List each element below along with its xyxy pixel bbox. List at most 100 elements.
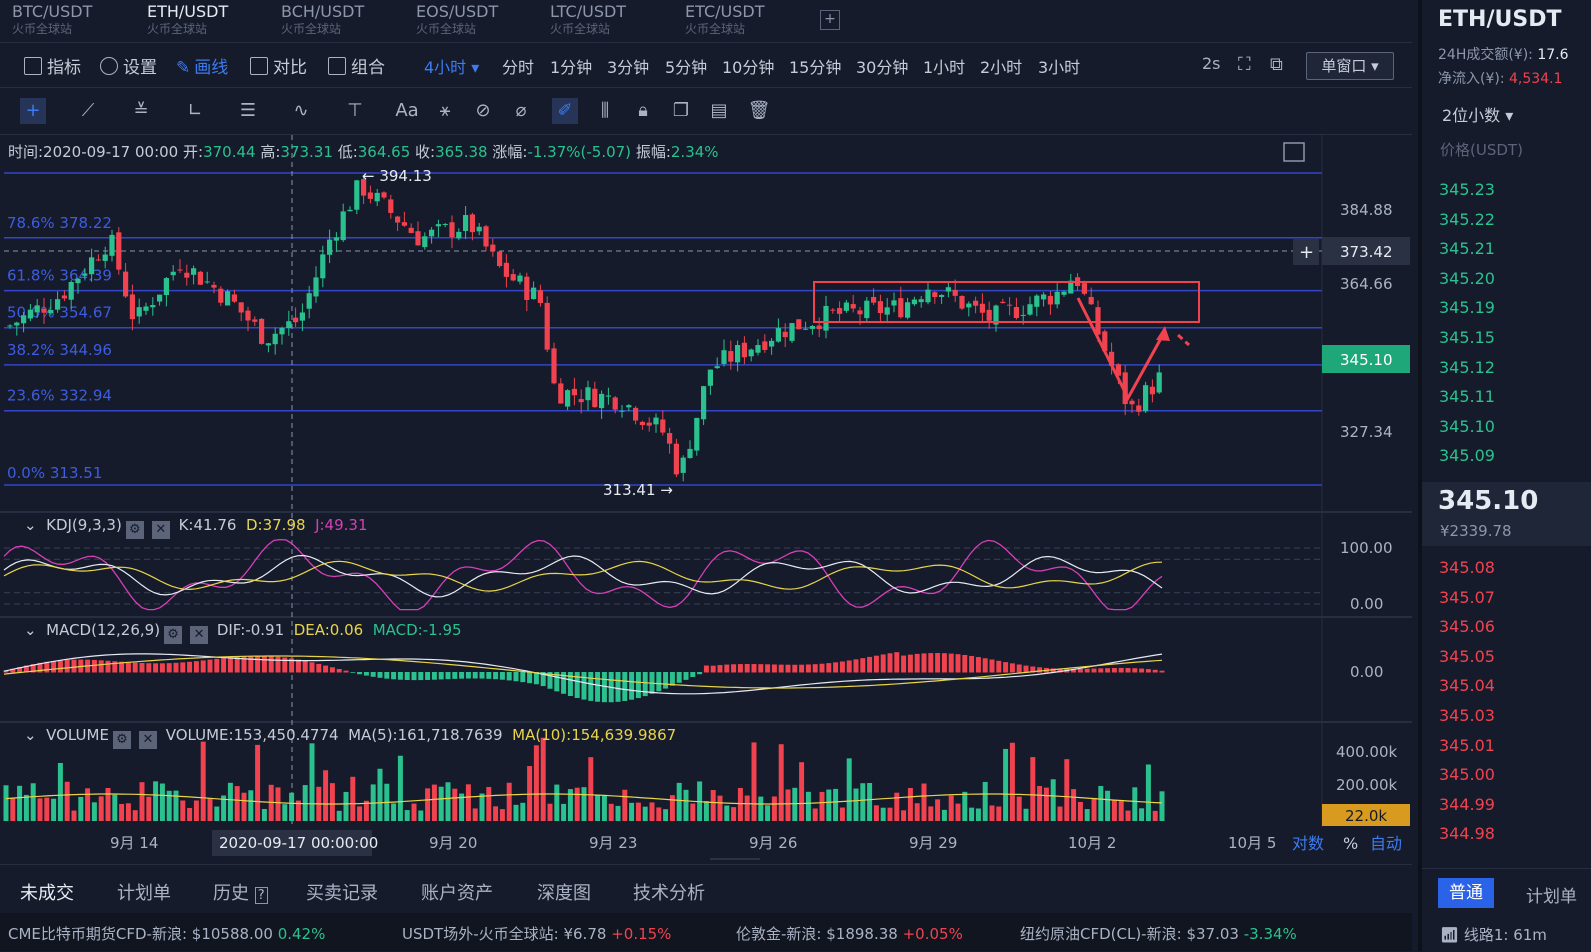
gear-icon[interactable]: ⚙ xyxy=(125,521,144,539)
window-mode-dropdown[interactable]: 单窗口 ▾ xyxy=(1306,52,1394,80)
interval-option[interactable]: 30分钟 xyxy=(856,58,909,77)
close-icon[interactable]: ✕ xyxy=(138,731,157,749)
macd-bar xyxy=(452,672,458,679)
interval-option[interactable]: 10分钟 xyxy=(722,58,775,77)
symbol-tab-ltc[interactable]: LTC/USDT 火币全球站 xyxy=(550,3,682,41)
volume-bar xyxy=(1016,796,1022,821)
lock-icon[interactable]: 🔒︎ xyxy=(638,100,648,121)
interval-option[interactable]: 分时 xyxy=(502,58,535,77)
bid-price[interactable]: 345.04 xyxy=(1439,676,1495,696)
symbol-tab-eth[interactable]: ETH/USDT 火币全球站 xyxy=(147,3,279,41)
ask-price[interactable]: 345.23 xyxy=(1439,180,1495,199)
trendline-tool-icon[interactable]: ⟋ xyxy=(81,100,95,121)
macd-bar xyxy=(1145,669,1151,673)
volume-bar xyxy=(241,792,247,821)
add-tab-button[interactable]: + xyxy=(820,10,840,30)
ask-price[interactable]: 345.11 xyxy=(1439,387,1495,407)
ask-price[interactable]: 345.20 xyxy=(1439,268,1495,288)
gear-icon[interactable]: ⚙ xyxy=(164,626,183,644)
settings-list-icon[interactable]: ▤ xyxy=(710,100,728,121)
ask-price[interactable]: 345.21 xyxy=(1439,239,1495,259)
tab-account-assets[interactable]: 账户资产 xyxy=(421,883,493,904)
symbol-tab-btc[interactable]: BTC/USDT 火币全球站 xyxy=(12,3,144,41)
bid-price[interactable]: 345.03 xyxy=(1439,706,1495,725)
log-scale-toggle[interactable]: 对数 xyxy=(1292,834,1324,853)
ask-price[interactable]: 345.19 xyxy=(1439,298,1495,318)
ask-price[interactable]: 345.12 xyxy=(1439,357,1495,377)
ask-price[interactable]: 345.15 xyxy=(1439,328,1495,347)
tab-plan-orders[interactable]: 计划单 xyxy=(117,883,171,904)
symbol-tab-etc[interactable]: ETC/USDT 火币全球站 xyxy=(685,3,817,41)
bid-price[interactable]: 345.07 xyxy=(1439,587,1495,607)
bid-price[interactable]: 345.08 xyxy=(1439,558,1495,577)
close-icon[interactable]: ✕ xyxy=(151,521,170,539)
draw-mode-icon[interactable]: ✐ xyxy=(552,98,578,124)
combine-button[interactable]: 组合 xyxy=(328,53,385,78)
tab-technical-analysis[interactable]: 技术分析 xyxy=(633,883,705,904)
tab-trade-records[interactable]: 买卖记录 xyxy=(306,883,378,904)
channel-tool-icon[interactable]: ≚ xyxy=(133,100,149,121)
magnet-tool-icon[interactable]: ⊘ xyxy=(475,100,491,121)
copy-icon[interactable]: ❐ xyxy=(672,100,690,121)
symbol-tab-bch[interactable]: BCH/USDT 火币全球站 xyxy=(281,3,413,41)
ask-price[interactable]: 345.09 xyxy=(1439,446,1495,466)
crosshair-tool-icon[interactable]: + xyxy=(20,98,46,124)
normal-order-button[interactable]: 普通 xyxy=(1438,878,1494,908)
text-tool-icon[interactable]: Aa xyxy=(395,100,419,121)
ask-price[interactable]: 345.22 xyxy=(1439,209,1495,229)
interval-dropdown[interactable]: 4小时 ▾ xyxy=(424,54,479,78)
tab-depth-chart[interactable]: 深度图 xyxy=(537,883,591,904)
symbol-tab-eos[interactable]: EOS/USDT 火币全球站 xyxy=(416,3,548,41)
interval-option[interactable]: 2小时 xyxy=(980,58,1023,77)
interval-option[interactable]: 15分钟 xyxy=(789,58,842,77)
popout-icon[interactable]: ⧉ xyxy=(1270,54,1283,75)
interval-option[interactable]: 1小时 xyxy=(923,58,966,77)
wave-tool-icon[interactable]: ∿ xyxy=(293,100,309,121)
refresh-rate[interactable]: 2s xyxy=(1202,54,1221,73)
bid-price[interactable]: 345.01 xyxy=(1439,735,1495,755)
fullscreen-icon[interactable]: ⛶ xyxy=(1238,54,1251,75)
bid-price[interactable]: 345.06 xyxy=(1439,617,1495,637)
bid-price[interactable]: 344.98 xyxy=(1439,824,1495,844)
interval-option[interactable]: 1分钟 xyxy=(550,58,593,77)
percent-scale-toggle[interactable]: % xyxy=(1343,834,1358,853)
auto-scale-toggle[interactable]: 自动 xyxy=(1370,834,1402,853)
close-icon[interactable]: ✕ xyxy=(190,626,209,644)
ask-price[interactable]: 345.10 xyxy=(1439,416,1495,436)
measure-tool-icon[interactable]: ⊤ xyxy=(347,100,363,121)
volume-bar xyxy=(282,804,288,821)
bid-price[interactable]: 345.05 xyxy=(1439,646,1495,666)
interval-option[interactable]: 3分钟 xyxy=(607,58,650,77)
tab-history[interactable]: 历史 ? xyxy=(213,879,268,905)
candles-tool-icon[interactable]: ⫼ xyxy=(600,100,610,121)
pattern-tool-icon[interactable]: ⚹ xyxy=(439,100,451,121)
compare-button[interactable]: 对比 xyxy=(250,53,307,78)
interval-option[interactable]: 3小时 xyxy=(1038,58,1081,77)
collapse-icon[interactable]: ⌄ xyxy=(24,621,37,639)
collapse-icon[interactable]: ⌄ xyxy=(24,516,37,534)
ruler-tool-icon[interactable]: ⌀ xyxy=(515,100,527,121)
interval-option[interactable]: 5分钟 xyxy=(665,58,708,77)
ticker-item[interactable]: 纽约原油CFD(CL)-新浪: $37.03 -3.34% xyxy=(1020,923,1297,944)
network-line[interactable]: 📶︎ 线路1: 61m xyxy=(1440,924,1547,945)
plan-order-tab[interactable]: 计划单 xyxy=(1526,887,1577,907)
bid-price[interactable]: 344.99 xyxy=(1439,794,1495,814)
price-chart[interactable]: 78.6% 378.22 61.8% 364.39 50.0% 354.67 38.2… xyxy=(0,135,1412,860)
fib-tool-icon[interactable]: ☰ xyxy=(239,100,257,121)
tab-open-orders[interactable]: 未成交 xyxy=(20,879,74,915)
indicators-button[interactable]: 指标 xyxy=(24,53,81,78)
ticker-item[interactable]: USDT场外-火币全球站: ¥6.78 +0.15% xyxy=(402,923,671,944)
trash-icon[interactable]: 🗑︎ xyxy=(747,100,771,121)
candle-body xyxy=(435,224,441,227)
bid-price[interactable]: 345.00 xyxy=(1439,765,1495,785)
settings-button[interactable]: 设置 xyxy=(100,53,157,78)
decimals-dropdown[interactable]: 2位小数 ▾ xyxy=(1442,102,1513,126)
gear-icon[interactable]: ⚙ xyxy=(112,731,131,749)
collapse-icon[interactable]: ⌄ xyxy=(24,726,37,744)
macd-bar xyxy=(676,672,682,683)
volume-bar xyxy=(914,803,920,821)
ticker-item[interactable]: CME比特币期货CFD-新浪: $10588.00 0.42% xyxy=(8,923,325,944)
draw-button[interactable]: ✎ 画线 xyxy=(176,53,228,78)
angle-tool-icon[interactable]: ∟ xyxy=(187,100,203,121)
ticker-item[interactable]: 伦敦金-新浪: $1898.38 +0.05% xyxy=(736,923,963,944)
